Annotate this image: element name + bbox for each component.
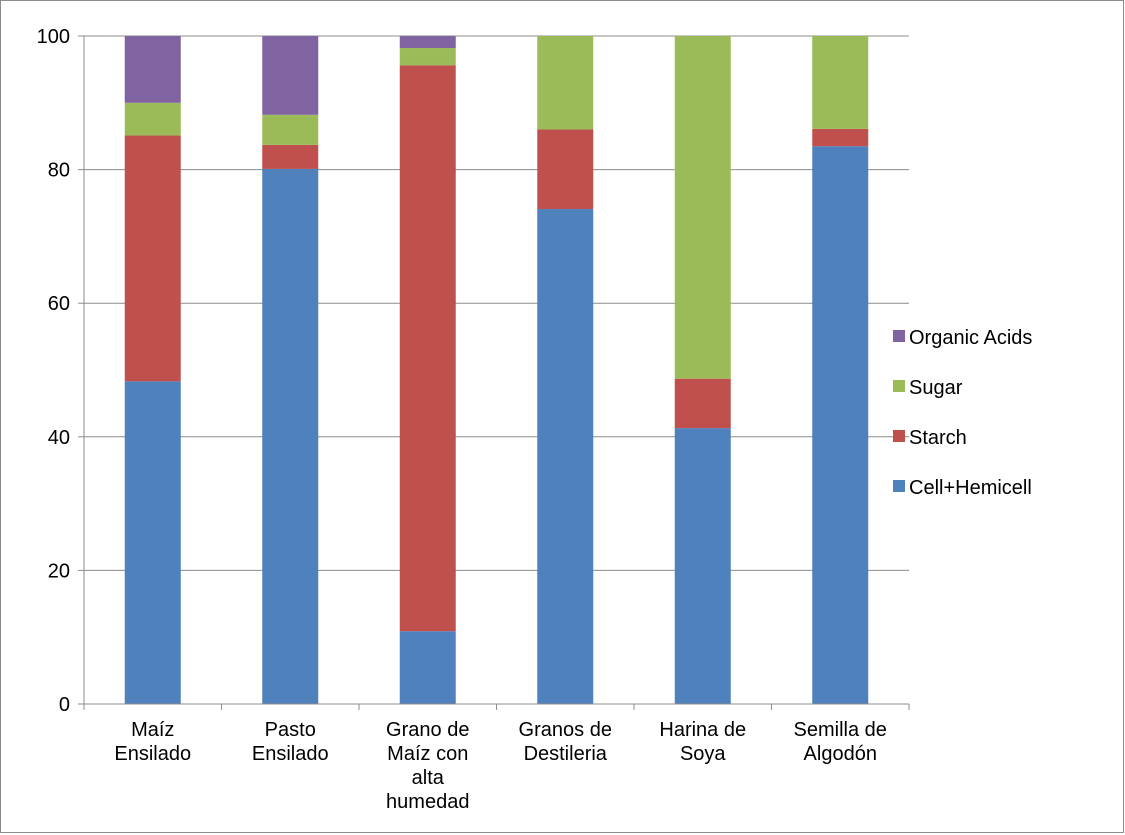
x-category-label-line: Soya [680, 743, 726, 765]
y-tick-label: 0 [59, 694, 70, 716]
gridlines [84, 35, 909, 571]
x-category-label: Grano de Maíz con alta humedad [386, 719, 469, 813]
bar-segment [262, 36, 319, 115]
bar-segment [399, 65, 456, 632]
x-category-label-line: Grano de [386, 719, 469, 741]
x-category-label-line: Algodón [804, 743, 877, 765]
bar-segment [399, 631, 456, 704]
bar-segment [124, 36, 181, 103]
bar-segment [124, 135, 181, 382]
x-category-label: Semilla de Algodón [794, 719, 887, 765]
y-tick-label: 20 [48, 560, 70, 582]
x-category-label: Granos de Destileria [519, 719, 612, 765]
bar-segment [124, 381, 181, 704]
x-category-label-line: Pasto [265, 719, 316, 741]
bar-segment [674, 36, 731, 379]
legend-swatch [893, 330, 905, 342]
x-category-label-line: Semilla de [794, 719, 887, 741]
bar-segment [262, 144, 319, 169]
bar-segment [262, 168, 319, 704]
x-category-label-line: Ensilado [114, 743, 191, 765]
y-tick-label: 40 [48, 427, 70, 449]
x-category-label-line: humedad [386, 791, 469, 813]
bar-segment [262, 114, 319, 145]
legend-label: Sugar [909, 377, 963, 399]
bar-segment [812, 128, 869, 147]
bar-segment [674, 428, 731, 704]
bar-segment [812, 146, 869, 705]
bar-segment [537, 36, 594, 130]
legend-swatch [893, 380, 905, 392]
x-category-label: Harina de Soya [659, 719, 746, 765]
x-category-label-line: Destileria [524, 743, 608, 765]
bar-segment [812, 36, 869, 129]
bars [124, 36, 869, 705]
x-category-label: Pasto Ensilado [252, 719, 329, 765]
legend-label: Organic Acids [909, 327, 1032, 349]
y-axis-ticks: 0 20 40 60 80 100 [37, 26, 84, 716]
bar-segment [537, 129, 594, 210]
x-category-label-line: Ensilado [252, 743, 329, 765]
y-tick-label: 60 [48, 293, 70, 315]
legend: Organic Acids Sugar Starch Cell+Hemicell [893, 327, 1032, 499]
bar-segment [124, 102, 181, 136]
bar-segment [399, 36, 456, 49]
x-category-label-line: Maíz [131, 719, 174, 741]
legend-swatch [893, 480, 905, 492]
y-tick-label: 80 [48, 160, 70, 182]
legend-label: Cell+Hemicell [909, 477, 1032, 499]
axes [83, 36, 910, 710]
x-category-label-line: Harina de [659, 719, 746, 741]
x-category-label: Maíz Ensilado [114, 719, 191, 765]
legend-swatch [893, 430, 905, 442]
bar-segment [399, 48, 456, 66]
bar-segment [537, 209, 594, 704]
y-tick-label: 100 [37, 26, 70, 48]
x-category-label-line: Granos de [519, 719, 612, 741]
legend-label: Starch [909, 427, 967, 449]
x-category-label-line: Maíz con [387, 743, 468, 765]
bar-segment [674, 378, 731, 429]
x-category-label-line: alta [412, 767, 445, 789]
